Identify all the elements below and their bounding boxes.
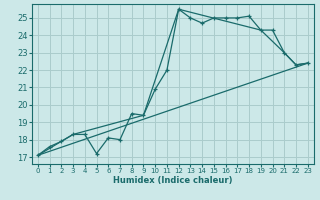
X-axis label: Humidex (Indice chaleur): Humidex (Indice chaleur) (113, 176, 233, 185)
